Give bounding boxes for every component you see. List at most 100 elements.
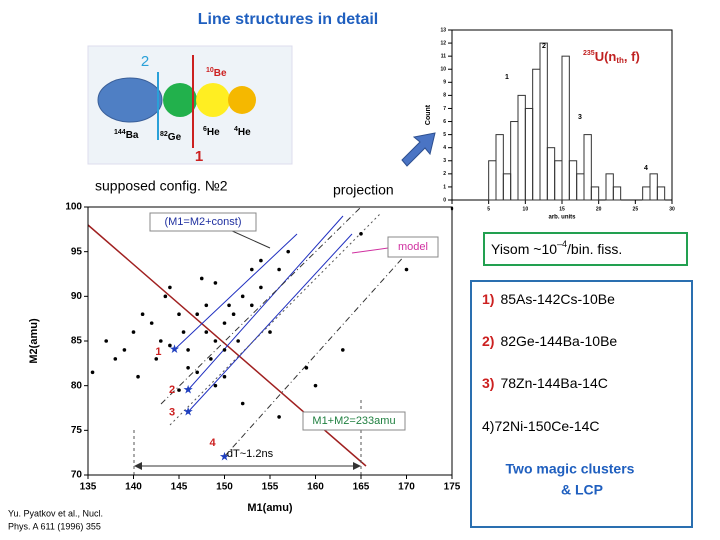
star-label: 3	[169, 406, 175, 418]
list: 1) 85As-142Cs-10Be 2) 82Ge-144Ba-10Be 3) 78…	[482, 291, 635, 498]
y-tick-label: 4	[443, 145, 446, 151]
symbol: Ge	[168, 132, 182, 143]
x-tick-label: 175	[444, 482, 461, 493]
point	[236, 339, 240, 343]
reaction-part: 235	[583, 50, 595, 57]
point	[186, 348, 190, 352]
point	[131, 330, 136, 334]
peak-label: 1	[505, 74, 509, 81]
x-tick-label: 25	[633, 206, 639, 212]
y-tick-label: 13	[440, 27, 446, 33]
hist-bar	[561, 55, 570, 201]
nucleus-ge	[163, 83, 197, 117]
x-tick-label: 155	[262, 482, 279, 493]
y-tick-label: 8	[443, 93, 446, 99]
y-tick-label: 12	[440, 40, 446, 46]
point	[181, 330, 186, 334]
point	[177, 312, 181, 317]
arrowhead	[353, 462, 361, 470]
point	[104, 339, 108, 343]
point	[268, 330, 272, 334]
reaction-part: th	[616, 56, 624, 65]
point	[149, 321, 154, 325]
point	[259, 258, 263, 263]
hist-bar	[583, 134, 592, 201]
y-tick-label: 9	[443, 80, 446, 86]
hist-bar	[642, 186, 651, 201]
star: ★	[169, 342, 180, 356]
hist-bar	[539, 42, 548, 201]
y-tick-label: 75	[71, 425, 83, 436]
peak-label: 3	[578, 114, 582, 121]
x-tick-label: 145	[171, 482, 188, 493]
peak-label: 4	[644, 165, 648, 172]
point	[168, 285, 172, 290]
item: 85As-142Cs-10Be	[500, 291, 615, 307]
conclusion: & LCP	[561, 482, 603, 498]
hist-bar	[605, 173, 614, 201]
point	[177, 388, 181, 392]
mass: 144	[114, 129, 126, 136]
reference: Yu. Pyatkov et al., Nucl.	[8, 508, 103, 518]
annotation: model	[398, 241, 428, 253]
annotation: (M1=M2+const)	[164, 216, 241, 228]
symbol: He	[207, 127, 220, 138]
point	[136, 374, 140, 379]
annotation: M1+M2=233amu	[312, 415, 395, 427]
y-tick-label: 7	[443, 106, 446, 112]
point	[204, 330, 209, 334]
y-tick-label: 0	[443, 197, 446, 203]
x-axis-label: arb. units	[548, 215, 576, 221]
point	[341, 348, 345, 352]
point	[277, 415, 281, 419]
blue-line	[187, 233, 353, 413]
hist-bar	[510, 121, 519, 201]
text: /bin. fiss.	[567, 241, 622, 257]
nucleus-label: 4He	[234, 126, 251, 138]
y-tick-label: 10	[440, 67, 446, 73]
point	[359, 232, 363, 236]
item: 78Zn-144Ba-14C	[500, 375, 607, 391]
reaction-part: U(n	[595, 49, 617, 64]
list-item: 2) 82Ge-144Ba-10Be	[482, 333, 617, 349]
blue-line	[187, 215, 344, 391]
scatter-lines	[87, 206, 439, 475]
point	[250, 303, 254, 308]
star-label: 1	[155, 346, 161, 358]
y-tick-label: 90	[71, 291, 83, 302]
list-box	[470, 280, 693, 528]
title: Line structures in detail	[198, 11, 378, 28]
point	[286, 249, 291, 254]
yield-note: Yisom ~10–4/bin. fiss.	[491, 239, 622, 256]
point	[195, 370, 199, 375]
num: 1)	[482, 291, 494, 307]
hist-bar	[576, 173, 585, 201]
nucleus-label: 6He	[203, 126, 220, 138]
reference: Phys. A 611 (1996) 355	[8, 521, 101, 531]
exp: –4	[557, 239, 567, 249]
dot-line	[169, 213, 381, 426]
nuclei-labels: 144Ba 82Ge 6He 4He 10Be	[114, 67, 251, 143]
point	[213, 383, 218, 388]
x-axis-label: M1(amu)	[247, 502, 293, 514]
y-axis-label: M2(amu)	[28, 318, 40, 364]
line-label: 1	[195, 148, 203, 165]
hist-bar	[554, 160, 563, 201]
y-tick-label: 1	[443, 184, 446, 190]
star-label: 2	[169, 384, 175, 396]
item: 82Ge-144Ba-10Be	[500, 333, 617, 349]
conclusion: Two magic clusters	[506, 461, 635, 477]
arrow	[401, 132, 436, 167]
point	[222, 321, 227, 325]
x-tick-label: 165	[353, 482, 370, 493]
list-item: 3) 78Zn-144Ba-14C	[482, 375, 608, 391]
line-label: 2	[141, 53, 149, 70]
y-tick-label: 85	[71, 336, 83, 347]
star-label: 4	[209, 437, 216, 449]
point	[404, 267, 409, 272]
hist-bar	[495, 134, 504, 201]
point	[213, 281, 218, 285]
text: Yisom ~10	[491, 241, 557, 257]
note-box	[483, 232, 688, 266]
nucleus-label: 82Ge	[160, 131, 182, 143]
